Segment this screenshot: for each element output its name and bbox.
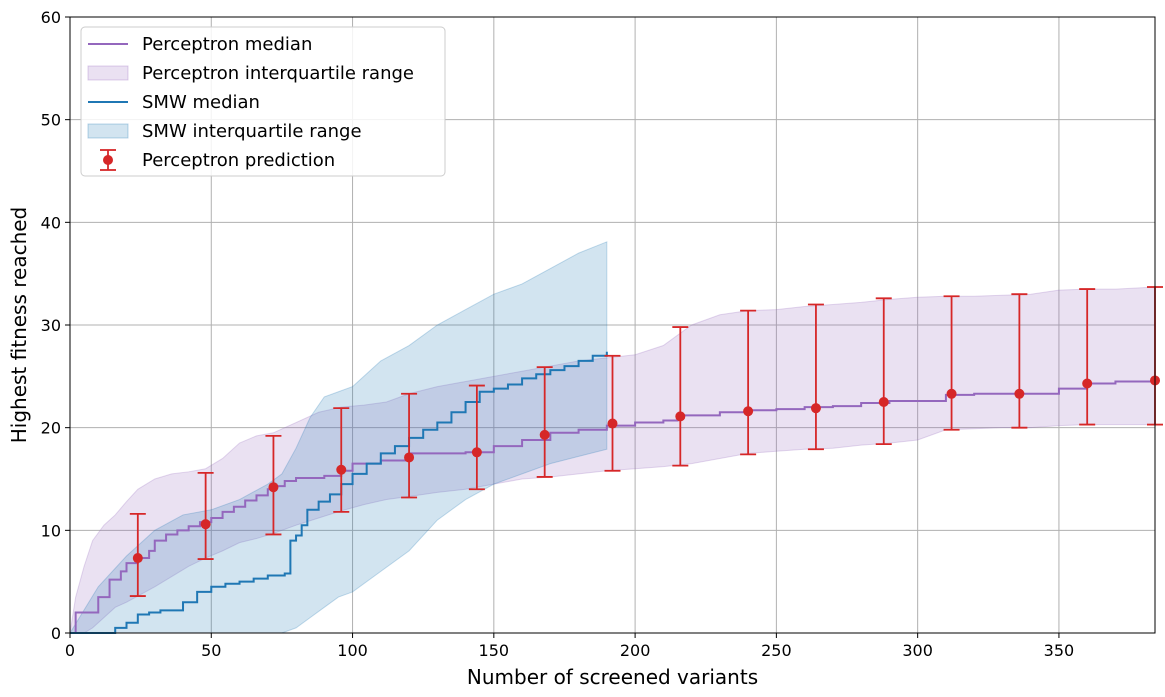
legend-band-swatch (87, 123, 129, 139)
prediction-point (807, 303, 824, 451)
prediction-point (1079, 288, 1096, 426)
y-tick-label: 40 (41, 213, 61, 232)
prediction-marker (1014, 388, 1025, 399)
legend-label: SMW interquartile range (142, 121, 362, 142)
legend-marker (103, 155, 113, 165)
legend-item-perceptron-interquartile-range: Perceptron interquartile range (87, 63, 414, 84)
prediction-point (740, 309, 757, 456)
y-axis-ticks: 0 10 20 30 40 50 60 (41, 8, 70, 643)
prediction-marker (607, 418, 618, 429)
y-axis-label: Highest fitness reached (7, 207, 31, 444)
x-tick-label: 150 (479, 641, 510, 660)
prediction-point (129, 513, 146, 597)
x-tick-label: 300 (902, 641, 933, 660)
prediction-point (333, 407, 350, 513)
prediction-marker (471, 447, 482, 458)
prediction-point (604, 354, 621, 472)
prediction-marker (132, 553, 143, 564)
grid-lines (69, 16, 1155, 634)
legend-item-perceptron-median: Perceptron median (88, 34, 312, 55)
x-axis-ticks: 0 50 100 150 200 250 300 350 (65, 633, 1074, 660)
prediction-errorbars (129, 286, 1163, 597)
x-tick-label: 250 (761, 641, 792, 660)
legend-box (80, 26, 446, 177)
prediction-point (265, 434, 282, 536)
median-lines (70, 351, 1155, 634)
prediction-point (875, 297, 892, 445)
legend-item-smw-interquartile-range: SMW interquartile range (87, 121, 362, 142)
prediction-point (197, 471, 214, 560)
legend-label: SMW median (142, 92, 260, 113)
y-tick-label: 50 (41, 111, 61, 130)
smw-interquartile-range-band (69, 241, 608, 634)
x-axis-label: Number of screened variants (467, 665, 758, 689)
legend-band-swatch (87, 65, 129, 81)
prediction-point (1011, 293, 1028, 429)
x-tick-label: 100 (337, 641, 368, 660)
legend: Perceptron median Perceptron interquartil… (80, 26, 446, 177)
legend-label: Perceptron median (142, 34, 312, 55)
prediction-marker (404, 452, 415, 463)
prediction-marker (200, 519, 211, 530)
x-tick-label: 200 (620, 641, 651, 660)
legend-item-perceptron-prediction: Perceptron prediction (100, 149, 335, 171)
legend-item-smw-median: SMW median (88, 92, 260, 113)
prediction-marker (946, 388, 957, 399)
prediction-marker (675, 411, 686, 422)
legend-label: Perceptron prediction (142, 150, 335, 171)
smw-median-line (70, 351, 608, 634)
prediction-marker (268, 482, 279, 493)
y-tick-label: 20 (41, 419, 61, 438)
prediction-marker (743, 406, 754, 417)
y-tick-label: 60 (41, 8, 61, 27)
prediction-point (401, 392, 418, 499)
x-tick-label: 0 (65, 641, 75, 660)
prediction-point (468, 384, 485, 491)
y-tick-label: 30 (41, 316, 61, 335)
prediction-marker (878, 397, 889, 407)
x-tick-label: 350 (1044, 641, 1075, 660)
prediction-marker (336, 464, 347, 475)
prediction-marker (810, 403, 821, 414)
prediction-point (943, 295, 960, 431)
y-tick-label: 0 (51, 624, 61, 643)
prediction-point (672, 326, 689, 467)
legend-label: Perceptron interquartile range (142, 63, 414, 84)
prediction-point (536, 366, 553, 478)
y-tick-label: 10 (41, 521, 61, 540)
x-tick-label: 50 (201, 641, 221, 660)
prediction-marker (1082, 378, 1093, 389)
prediction-marker (539, 429, 550, 440)
